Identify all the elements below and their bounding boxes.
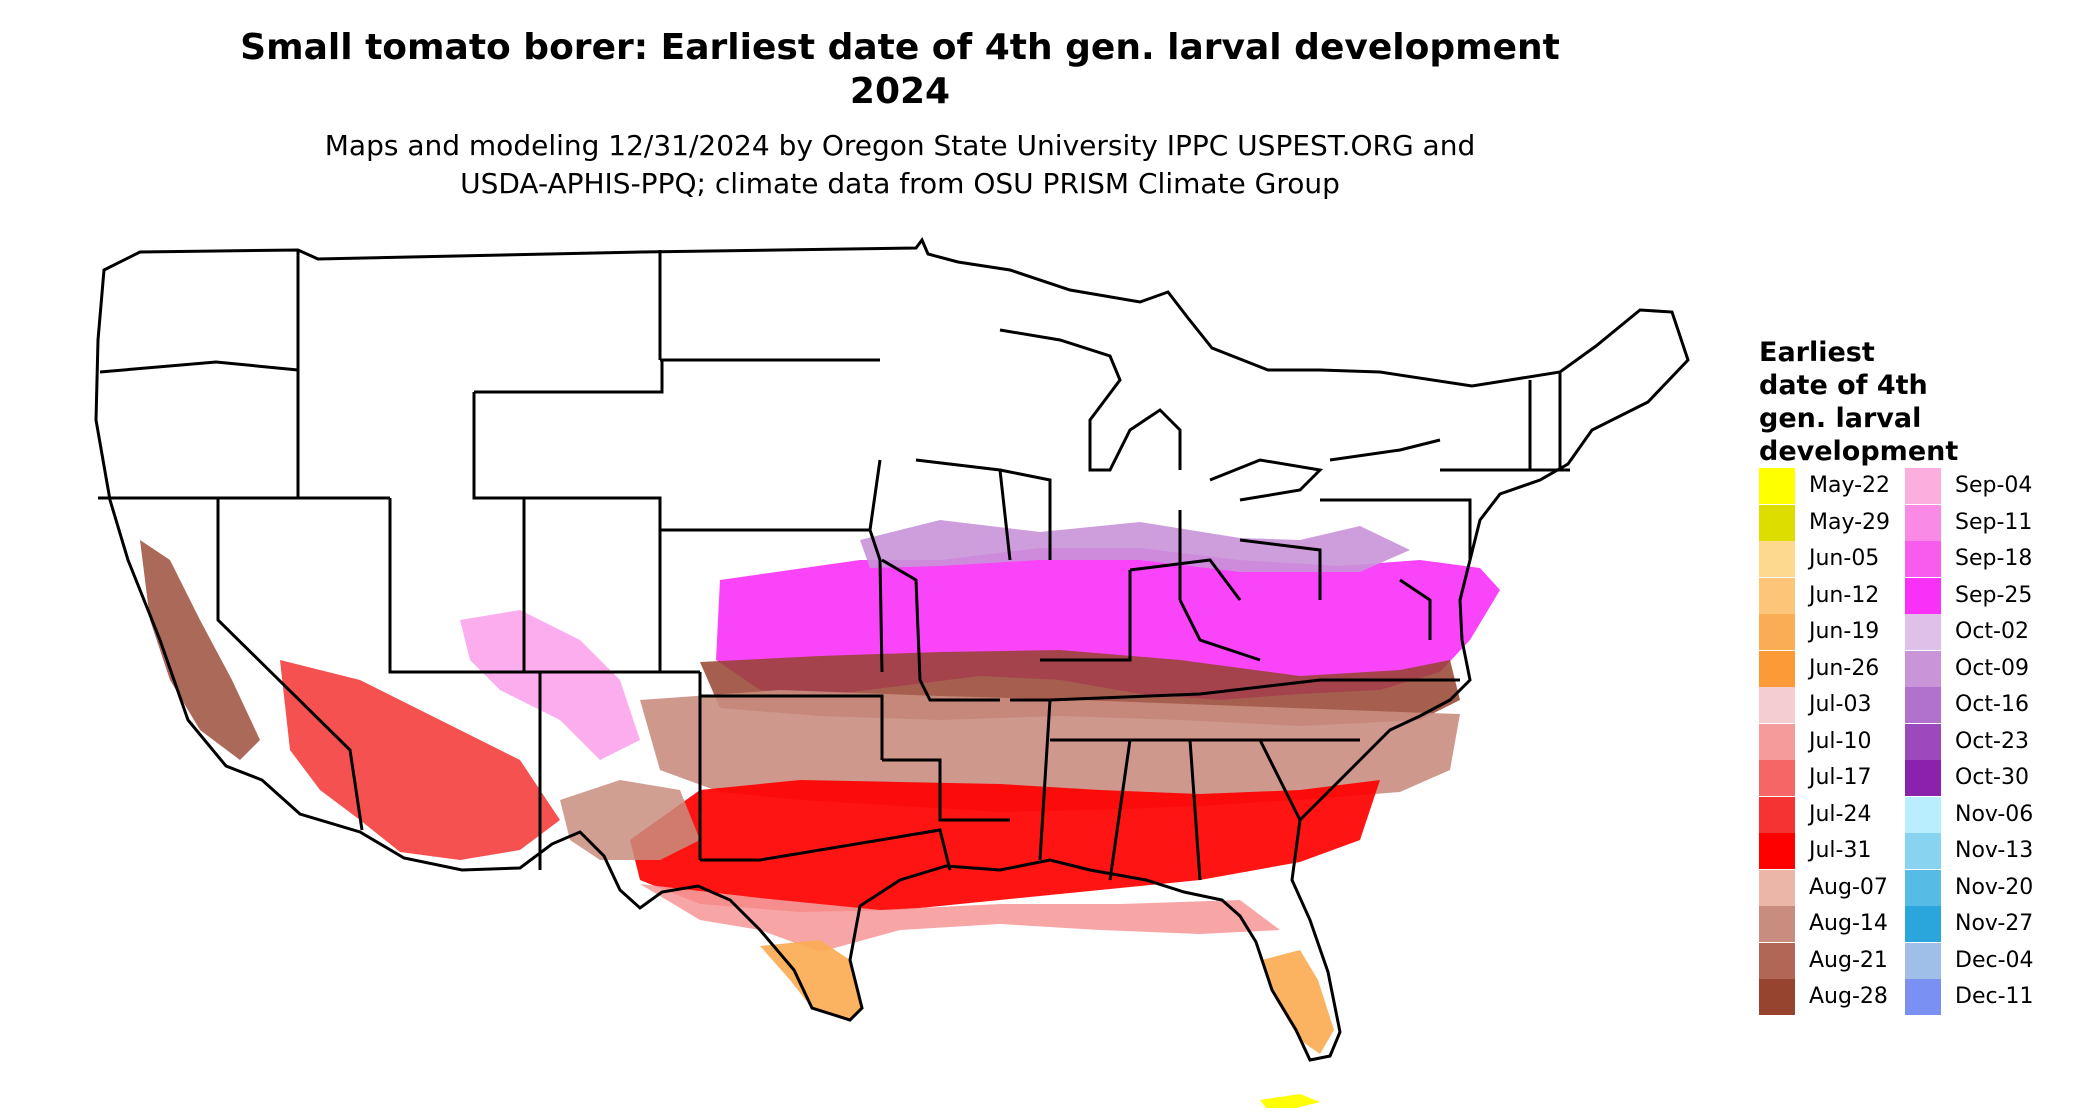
- zone-aug-14-southwest: [560, 780, 700, 860]
- legend-label: Dec-04: [1955, 948, 2034, 973]
- legend-swatch: [1905, 906, 1941, 942]
- legend-swatch: [1759, 505, 1795, 541]
- legend-swatch: [1905, 979, 1941, 1015]
- legend-swatch: [1759, 468, 1795, 504]
- zone-jul-31: [630, 780, 1380, 912]
- legend-label: Dec-11: [1955, 984, 2034, 1009]
- great-lakes: [999, 328, 1441, 502]
- legend-swatch: [1759, 614, 1795, 650]
- legend-label: May-29: [1809, 510, 1891, 535]
- legend-label: Jun-19: [1809, 619, 1880, 644]
- zone-jun-19-florida: [1262, 950, 1334, 1054]
- legend-label: Oct-23: [1955, 729, 2029, 754]
- legend-title-line3: gen. larval: [1759, 403, 1922, 434]
- legend-label: Aug-07: [1809, 875, 1888, 900]
- legend-label: Oct-09: [1955, 656, 2029, 681]
- zone-sep-11-west: [460, 610, 640, 760]
- legend-swatch: [1905, 833, 1941, 869]
- state-borders: [94, 237, 1690, 1062]
- legend-label: Jul-10: [1809, 729, 1872, 754]
- legend-swatch: [1905, 651, 1941, 687]
- legend-swatch: [1905, 943, 1941, 979]
- legend-label: Jul-17: [1809, 765, 1872, 790]
- legend-swatch: [1905, 505, 1941, 541]
- legend-swatch: [1905, 687, 1941, 723]
- legend-swatch: [1759, 541, 1795, 577]
- legend-label: Jun-12: [1809, 583, 1880, 608]
- legend-swatch: [1905, 724, 1941, 760]
- legend-swatch: [1905, 541, 1941, 577]
- legend-label: Aug-21: [1809, 948, 1888, 973]
- legend-title-line4: development: [1759, 436, 1959, 467]
- legend-label: Nov-13: [1955, 838, 2034, 863]
- legend-swatch: [1759, 760, 1795, 796]
- legend-label: Sep-04: [1955, 473, 2033, 498]
- legend-swatch: [1905, 468, 1941, 504]
- legend-swatch: [1905, 614, 1941, 650]
- legend-swatch: [1759, 797, 1795, 833]
- zone-jul-24-southwest: [280, 660, 560, 860]
- legend-label: May-22: [1809, 473, 1891, 498]
- map-subtitle-line1: Maps and modeling 12/31/2024 by Oregon S…: [324, 129, 1476, 162]
- legend-swatch: [1759, 870, 1795, 906]
- legend-label: Jun-26: [1809, 656, 1880, 681]
- legend-label: Sep-18: [1955, 546, 2033, 571]
- legend-label: Aug-14: [1809, 911, 1888, 936]
- legend-label: Nov-20: [1955, 875, 2034, 900]
- legend-label: Jul-03: [1809, 692, 1872, 717]
- legend-swatch: [1759, 943, 1795, 979]
- legend-label: Jul-24: [1809, 802, 1872, 827]
- legend-swatch: [1759, 651, 1795, 687]
- zone-oct-09: [860, 520, 1410, 572]
- legend-label: Aug-28: [1809, 984, 1888, 1009]
- zone-may-22-keys: [1260, 1094, 1320, 1108]
- legend-label: Jul-31: [1809, 838, 1872, 863]
- legend-label: Oct-16: [1955, 692, 2029, 717]
- legend-swatch: [1759, 578, 1795, 614]
- map-title-line1: Small tomato borer: Earliest date of 4th…: [240, 27, 1560, 68]
- legend-swatch: [1905, 797, 1941, 833]
- legend-swatch: [1905, 870, 1941, 906]
- legend-label: Nov-06: [1955, 802, 2034, 827]
- legend-label: Sep-25: [1955, 583, 2033, 608]
- legend-label: Oct-02: [1955, 619, 2029, 644]
- legend-swatch: [1905, 578, 1941, 614]
- legend-swatch: [1759, 724, 1795, 760]
- legend-swatch: [1759, 979, 1795, 1015]
- legend-title-line1: Earliest: [1759, 337, 1875, 368]
- legend-label: Oct-30: [1955, 765, 2029, 790]
- legend-title-line2: date of 4th: [1759, 370, 1928, 401]
- map-subtitle-line2: USDA-APHIS-PPQ; climate data from OSU PR…: [460, 167, 1340, 200]
- legend-label: Nov-27: [1955, 911, 2034, 936]
- legend-swatch: [1759, 833, 1795, 869]
- zone-jul-10: [640, 884, 1280, 952]
- legend-swatch: [1759, 906, 1795, 942]
- legend-label: Jun-05: [1809, 546, 1880, 571]
- zone-aug-28-west: [140, 540, 260, 760]
- legend-title: Earliest date of 4th gen. larval develop…: [1759, 336, 1958, 468]
- legend-swatch: [1905, 760, 1941, 796]
- legend-swatch: [1759, 687, 1795, 723]
- map-title-line2: 2024: [849, 71, 951, 112]
- legend-label: Sep-11: [1955, 510, 2033, 535]
